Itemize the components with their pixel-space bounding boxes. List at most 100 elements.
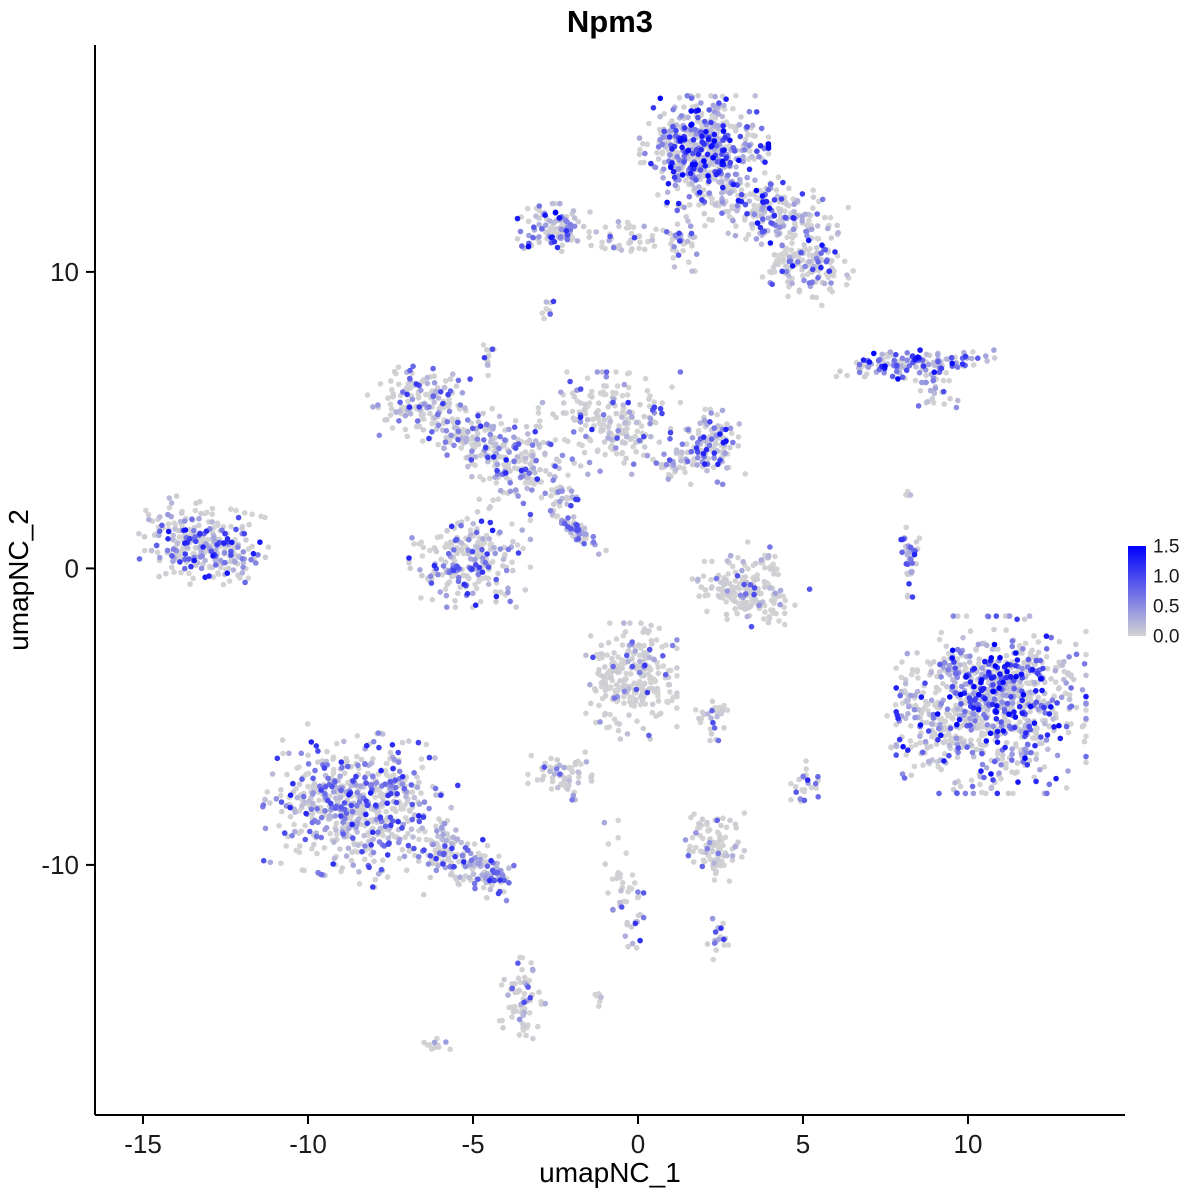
data-point	[681, 204, 687, 211]
data-point	[455, 590, 461, 597]
data-point	[423, 741, 430, 748]
data-point	[789, 280, 795, 287]
data-point	[333, 820, 340, 827]
data-point	[148, 547, 155, 554]
data-point	[586, 459, 593, 466]
data-point	[964, 744, 970, 750]
data-point	[330, 770, 337, 776]
data-point	[708, 731, 715, 737]
data-point	[519, 966, 525, 973]
data-point	[583, 433, 589, 440]
data-point	[605, 424, 612, 431]
data-point	[283, 843, 290, 849]
data-point	[581, 540, 587, 547]
data-point	[475, 419, 482, 425]
data-point	[781, 610, 788, 617]
data-point	[745, 131, 751, 138]
data-point	[580, 223, 587, 230]
data-point	[443, 592, 450, 599]
data-point	[625, 384, 632, 391]
data-point	[419, 764, 426, 771]
data-point	[171, 569, 177, 575]
data-point	[803, 228, 809, 235]
data-point	[416, 801, 423, 807]
data-point	[909, 666, 916, 673]
data-point	[674, 723, 680, 730]
data-point	[437, 389, 444, 395]
data-point	[356, 881, 363, 887]
data-point	[632, 648, 638, 654]
data-point	[387, 778, 394, 785]
data-point	[392, 784, 399, 791]
data-point	[801, 797, 808, 804]
data-point	[289, 832, 295, 839]
data-point	[373, 780, 380, 786]
data-point	[802, 263, 808, 270]
data-point	[935, 352, 941, 358]
data-point	[1046, 781, 1053, 788]
data-point	[628, 413, 635, 420]
data-point	[199, 553, 205, 559]
data-point	[364, 392, 371, 398]
data-point	[689, 576, 696, 582]
data-point	[538, 494, 545, 501]
data-point	[430, 841, 436, 848]
data-point	[810, 194, 817, 200]
data-point	[636, 151, 643, 158]
data-point	[567, 221, 574, 228]
data-point	[586, 234, 592, 240]
data-point	[960, 740, 966, 746]
data-point	[713, 947, 719, 953]
data-point	[502, 551, 508, 558]
data-point	[548, 786, 555, 792]
data-point	[674, 705, 680, 711]
data-point	[314, 850, 320, 857]
data-point	[465, 463, 471, 470]
data-point	[414, 418, 421, 424]
data-point	[280, 750, 286, 757]
data-point	[472, 556, 478, 563]
data-point	[599, 369, 606, 375]
data-point	[322, 791, 328, 797]
data-point	[692, 126, 698, 133]
data-point	[707, 726, 714, 732]
data-point	[339, 824, 346, 831]
data-point	[363, 798, 369, 804]
data-point	[806, 586, 813, 592]
data-point	[589, 394, 595, 400]
data-point	[712, 93, 718, 100]
data-point	[655, 670, 662, 677]
data-point	[976, 656, 982, 662]
data-point	[641, 642, 647, 649]
data-point	[1068, 703, 1075, 709]
data-point	[1033, 657, 1040, 664]
data-point	[451, 547, 457, 553]
data-point	[618, 247, 625, 253]
data-point	[609, 668, 616, 674]
data-point	[783, 268, 790, 275]
data-point	[517, 228, 524, 235]
data-point	[875, 357, 882, 364]
data-point	[711, 109, 718, 115]
data-point	[555, 489, 561, 495]
data-point	[709, 698, 716, 705]
data-point	[476, 496, 483, 503]
data-point	[674, 673, 680, 679]
data-point	[383, 771, 390, 778]
data-point	[666, 681, 673, 688]
data-point	[913, 742, 919, 748]
data-point	[660, 175, 666, 181]
data-point	[662, 671, 669, 678]
data-point	[619, 665, 625, 671]
data-point	[390, 391, 397, 397]
data-point	[337, 773, 343, 779]
data-point	[613, 445, 619, 451]
data-point	[729, 563, 736, 570]
data-point	[457, 584, 464, 590]
data-point	[655, 664, 661, 671]
data-point	[629, 940, 636, 947]
data-point	[484, 894, 490, 901]
data-point	[889, 373, 896, 380]
data-point	[1083, 672, 1089, 679]
data-point	[315, 759, 321, 765]
